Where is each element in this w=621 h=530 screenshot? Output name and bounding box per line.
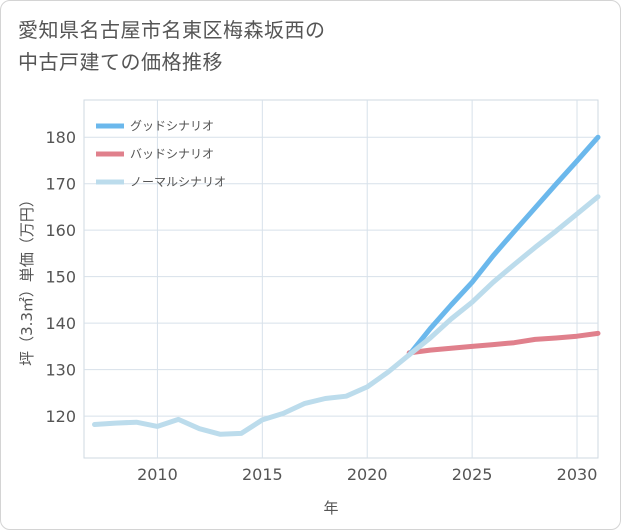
y-axis-label: 坪（3.3㎡）単価（万円） <box>18 192 36 366</box>
good-scenario-line <box>406 134 601 358</box>
y-tick-label: 180 <box>45 128 76 147</box>
x-tick-label: 2015 <box>242 465 283 484</box>
y-tick-label: 140 <box>45 314 76 333</box>
legend-item-bad: バッドシナリオ <box>96 147 214 161</box>
x-tick-label: 2010 <box>137 465 178 484</box>
legend-label: グッドシナリオ <box>130 119 214 133</box>
y-tick-label: 160 <box>45 221 76 240</box>
legend-item-normal: ノーマルシナリオ <box>96 175 226 189</box>
chart-title-line-2: 中古戸建ての価格推移 <box>18 50 223 74</box>
legend-label: バッドシナリオ <box>130 147 214 161</box>
legend-item-good: グッドシナリオ <box>96 119 214 133</box>
normal-scenario-line <box>92 194 601 437</box>
legend-label: ノーマルシナリオ <box>130 175 226 189</box>
bad-scenario-line <box>406 330 601 356</box>
y-tick-label: 130 <box>45 361 76 380</box>
y-tick-label: 150 <box>45 268 76 287</box>
x-tick-label: 2020 <box>347 465 388 484</box>
y-tick-label: 120 <box>45 407 76 426</box>
y-tick-label: 170 <box>45 175 76 194</box>
x-tick-label: 2025 <box>452 465 493 484</box>
x-axis-label: 年 <box>323 499 338 517</box>
series-lines <box>92 134 601 437</box>
x-tick-label: 2030 <box>557 465 598 484</box>
tick-labels: 2010 2015 2020 2025 2030 120 130 140 150 160 170 18… <box>45 128 597 484</box>
chart-title-line-1: 愛知県名古屋市名東区梅森坂西の <box>18 18 326 42</box>
chart-title: 愛知県名古屋市名東区梅森坂西の 中古戸建ての価格推移 <box>18 14 326 78</box>
